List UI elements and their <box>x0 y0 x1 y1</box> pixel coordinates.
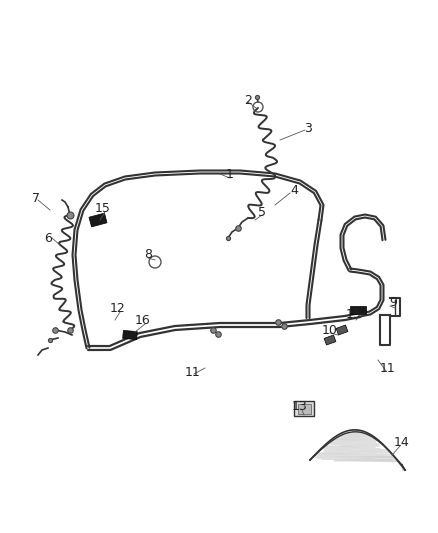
Text: 11: 11 <box>185 366 201 378</box>
Text: 12: 12 <box>110 302 126 314</box>
Text: 1: 1 <box>226 168 234 182</box>
Text: 15: 15 <box>346 309 362 321</box>
Bar <box>123 330 138 340</box>
Text: 9: 9 <box>389 296 397 310</box>
Text: 3: 3 <box>304 122 312 134</box>
Text: 16: 16 <box>135 313 151 327</box>
Text: 6: 6 <box>44 231 52 245</box>
Text: 13: 13 <box>292 400 308 414</box>
Bar <box>324 335 336 345</box>
Text: 2: 2 <box>244 93 252 107</box>
Bar <box>89 213 107 227</box>
Text: 7: 7 <box>32 191 40 205</box>
Text: 14: 14 <box>394 437 410 449</box>
Text: 15: 15 <box>95 201 111 214</box>
Text: 8: 8 <box>144 248 152 262</box>
FancyBboxPatch shape <box>297 403 311 414</box>
Text: 10: 10 <box>322 324 338 336</box>
Text: 4: 4 <box>290 183 298 197</box>
Bar <box>336 325 348 335</box>
Text: 5: 5 <box>258 206 266 219</box>
FancyBboxPatch shape <box>294 401 314 416</box>
Text: 11: 11 <box>380 361 396 375</box>
Bar <box>350 306 366 314</box>
